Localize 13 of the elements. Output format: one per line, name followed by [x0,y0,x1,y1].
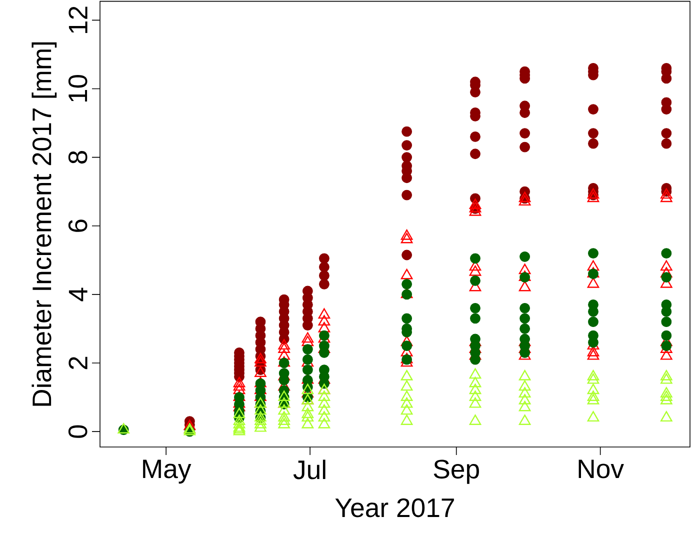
y-tick-label: 4 [68,288,88,302]
x-tick-label: Jul [293,460,326,480]
y-tick-label: 12 [68,6,88,33]
y-tick-label: 0 [68,425,88,438]
y-axis-title: Diameter Increment 2017 [mm] [32,42,57,406]
x-tick-label: Nov [578,460,624,478]
y-tick-label: 10 [68,74,88,102]
x-axis-title: Year 2017 [335,498,454,518]
x-tick-label: Sep [434,460,479,484]
y-tick-label: 2 [68,356,88,370]
y-tick-label: 8 [68,151,88,164]
x-tick-label: May [143,460,192,484]
y-tick-label: 6 [68,220,88,232]
